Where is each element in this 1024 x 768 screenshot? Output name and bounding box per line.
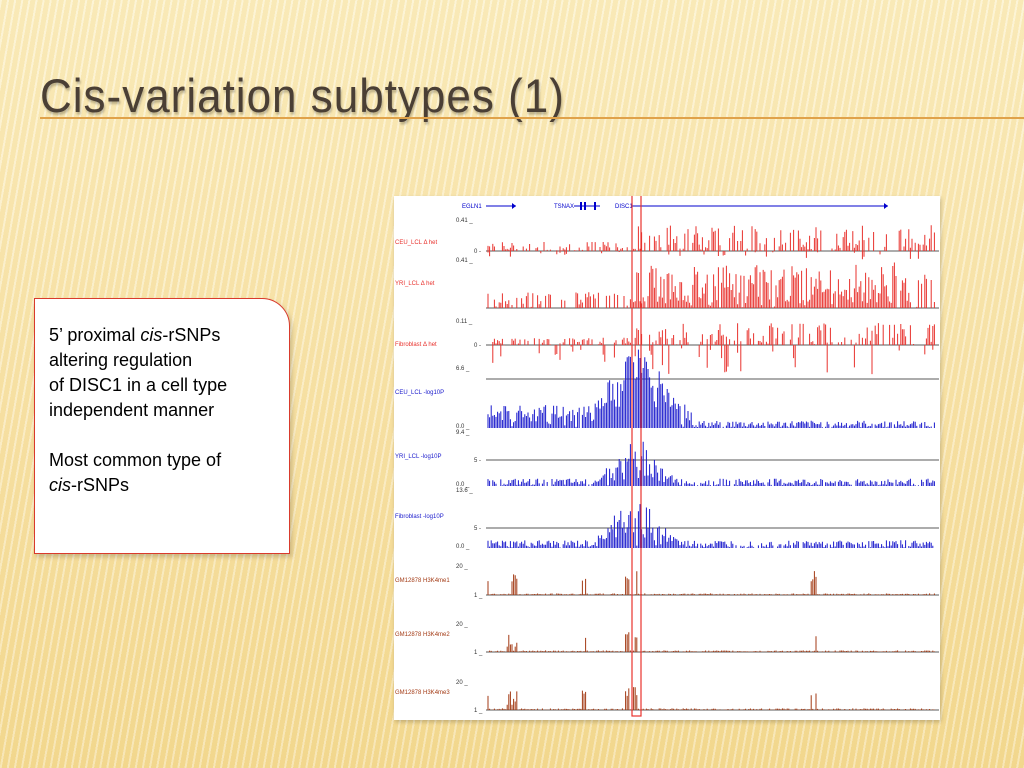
track-top-tick: 13.6 _ [456, 488, 473, 494]
gene-arrow-disc1 [884, 203, 888, 209]
track-signal-bars [487, 262, 935, 308]
gene-label-disc1: DISC1 [615, 204, 633, 210]
track-top-tick: 0.41 _ [456, 258, 473, 264]
track-label: GM12878 H3K4me1 [395, 578, 450, 584]
track-signal-bars [487, 225, 935, 260]
track-7: GM12878 H3K4me1 20 _ 1 _ [395, 564, 939, 599]
track-1: CEU_LCL Δ het 0.41 _ 0 - [395, 218, 939, 260]
track-top-tick: 6.6 _ [456, 366, 470, 372]
track-top-tick: 0.11 _ [456, 319, 473, 325]
track-label: YRI_LCL Δ het [395, 281, 435, 287]
track-label: Fibroblast Δ het [395, 342, 437, 348]
track-bottom-tick: 0.0 _ [456, 544, 470, 550]
track-mid-tick: 1 _ [474, 708, 483, 714]
gene-arrow-egln1 [512, 203, 516, 209]
track-top-tick: 9.4 _ [456, 430, 470, 436]
gene-exon [584, 202, 586, 210]
track-8: GM12878 H3K4me2 20 _ 1 _ [395, 622, 939, 656]
track-signal-bars [487, 349, 935, 428]
title-divider [40, 117, 1024, 119]
description-line-5: Most common type of [49, 450, 222, 470]
track-top-tick: 20 _ [456, 680, 468, 686]
track-label: YRI_LCL -log10P [395, 454, 441, 460]
track-mid-tick: 1 _ [474, 650, 483, 656]
track-top-tick: 20 _ [456, 622, 468, 628]
track-label: CEU_LCL Δ het [395, 240, 437, 246]
track-bottom-tick: 0.0 _ [456, 424, 470, 430]
gene-annotation-row: EGLN1 TSNAX DISC1 [462, 202, 888, 210]
track-signal-bars [487, 687, 935, 710]
track-label: Fibroblast -log10P [395, 514, 444, 520]
track-top-tick: 20 _ [456, 564, 468, 570]
track-label: CEU_LCL -log10P [395, 390, 444, 396]
genome-browser-figure: EGLN1 TSNAX DISC1 CEU_LCL Δ het 0.41 _ 0 -… [394, 196, 940, 720]
description-line-1: 5’ proximal cis-rSNPs [49, 325, 221, 345]
gene-label-tsnax: TSNAX [554, 204, 574, 210]
track-top-tick: 0.41 _ [456, 218, 473, 224]
track-signal-bars [487, 441, 935, 486]
track-3: Fibroblast Δ het 0.11 _ 0 - [395, 319, 939, 375]
gene-exon [594, 202, 596, 210]
track-mid-tick: 0 - [474, 343, 481, 349]
description-line-4: independent manner [49, 400, 215, 420]
track-signal-bars [492, 323, 935, 375]
slide-title: Cis-variation subtypes (1) [40, 70, 565, 123]
track-label: GM12878 H3K4me2 [395, 632, 450, 638]
track-mid-tick: 1 _ [474, 593, 483, 599]
track-signal-bars [487, 632, 935, 652]
track-5: YRI_LCL -log10P 9.4 _ 5 - 0.0 _ [395, 430, 939, 488]
gene-exon [580, 202, 582, 210]
track-signal-bars [487, 504, 934, 548]
description-line-2: altering regulation [49, 350, 193, 370]
track-signal-bars [487, 571, 935, 595]
track-4: CEU_LCL -log10P 6.6 _ 0.0 _ [395, 349, 939, 430]
track-9: GM12878 H3K4me3 20 _ 1 _ [395, 680, 939, 714]
description-box: 5’ proximal cis-rSNPs altering regulatio… [34, 298, 290, 554]
track-mid-tick: 5 - [474, 526, 481, 532]
gene-label-egln1: EGLN1 [462, 204, 482, 210]
track-mid-tick: 0 - [474, 249, 481, 255]
track-label: GM12878 H3K4me3 [395, 690, 450, 696]
description-line-6: cis-rSNPs [49, 475, 129, 495]
track-6: Fibroblast -log10P 13.6 _ 5 - 0.0 _ [395, 488, 939, 550]
disc1-promoter-highlight [631, 196, 642, 717]
track-2: YRI_LCL Δ het 0.41 _ [395, 258, 939, 309]
track-bottom-tick: 0.0 _ [456, 482, 470, 488]
track-mid-tick: 5 - [474, 458, 481, 464]
description-line-3: of DISC1 in a cell type [49, 375, 228, 395]
